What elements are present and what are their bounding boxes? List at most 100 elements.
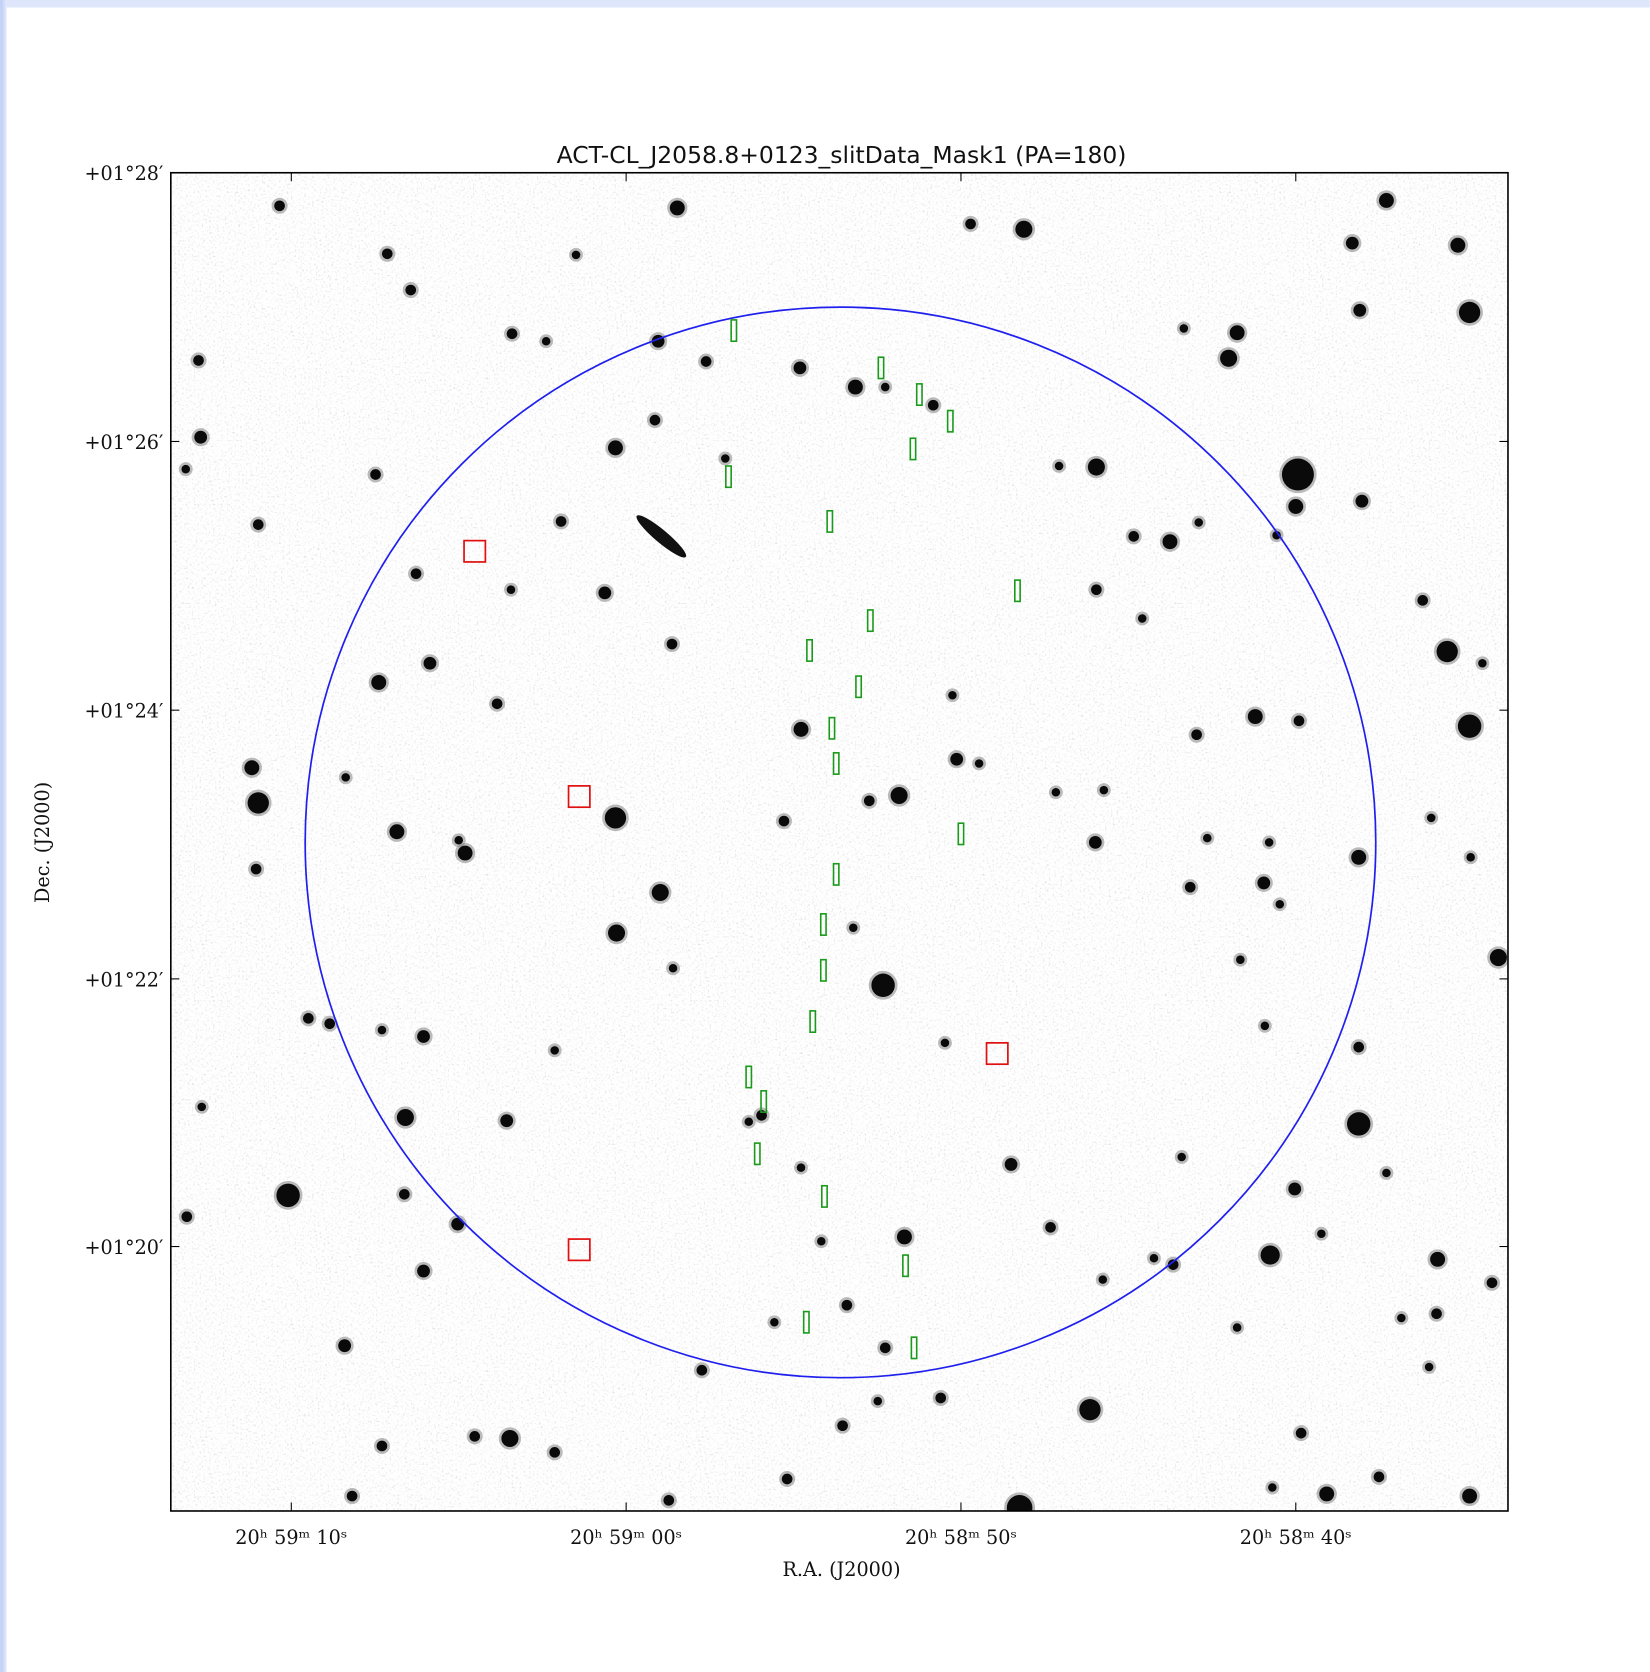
- star: [1191, 729, 1202, 741]
- star: [1319, 1486, 1335, 1502]
- star: [1260, 1021, 1270, 1031]
- star: [1295, 1427, 1307, 1439]
- star: [1162, 534, 1178, 550]
- x-axis-label: R.A. (J2000): [782, 1558, 900, 1581]
- star: [193, 355, 204, 366]
- slit: [1014, 579, 1021, 603]
- star: [880, 382, 890, 392]
- star: [549, 1447, 561, 1458]
- star: [370, 469, 381, 480]
- star: [376, 1440, 388, 1452]
- slit: [828, 716, 836, 740]
- star: [879, 1342, 891, 1354]
- galaxy: [636, 515, 687, 558]
- alignment-box: [463, 539, 487, 563]
- slits: [725, 319, 1021, 1360]
- star: [1203, 833, 1212, 843]
- star: [848, 923, 858, 932]
- star: [194, 430, 208, 444]
- star: [1397, 1313, 1406, 1323]
- star: [721, 454, 730, 463]
- star: [469, 1431, 481, 1442]
- star: [377, 1025, 387, 1035]
- star: [1004, 1158, 1018, 1171]
- star: [506, 585, 516, 594]
- x-tick-label: 20ʰ 59ᵐ 10ˢ: [235, 1526, 347, 1549]
- plot-frame: [170, 171, 1509, 1512]
- star: [1478, 658, 1487, 668]
- star: [935, 1392, 947, 1404]
- star: [381, 248, 393, 260]
- star: [274, 200, 285, 212]
- window-top-edge: [0, 0, 1650, 8]
- star: [303, 1013, 314, 1024]
- star: [837, 1420, 848, 1432]
- star: [1345, 236, 1359, 250]
- star: [1184, 881, 1196, 893]
- tick-marks: [170, 172, 1508, 1511]
- slit: [760, 1090, 768, 1113]
- star: [608, 924, 626, 942]
- alignment-box: [567, 785, 591, 809]
- star: [1247, 709, 1263, 725]
- star: [1006, 1494, 1033, 1511]
- star: [1288, 499, 1304, 514]
- star: [500, 1114, 514, 1128]
- star: [1229, 325, 1245, 341]
- star: [1462, 1488, 1478, 1504]
- star: [1179, 324, 1189, 333]
- star: [1167, 1259, 1179, 1270]
- star: [1194, 518, 1204, 527]
- star: [501, 1429, 519, 1448]
- star: [1346, 1112, 1371, 1136]
- slit: [806, 638, 814, 662]
- alignment-box: [567, 1238, 591, 1262]
- star: [770, 1317, 779, 1327]
- star: [1257, 876, 1271, 890]
- star: [793, 721, 809, 737]
- star: [1268, 1483, 1277, 1492]
- star: [1489, 949, 1507, 967]
- y-tick-label: +01°26′: [84, 431, 163, 454]
- star: [423, 656, 437, 670]
- star: [1450, 237, 1466, 253]
- star: [1045, 1222, 1056, 1233]
- slit: [809, 1010, 817, 1034]
- slit: [909, 437, 917, 461]
- star: [1417, 595, 1429, 606]
- star: [896, 1229, 912, 1245]
- star: [541, 336, 551, 346]
- star: [1087, 458, 1105, 476]
- star: [417, 1030, 430, 1043]
- star: [1424, 1362, 1434, 1372]
- star: [1137, 614, 1147, 623]
- star: [1353, 303, 1367, 317]
- star: [796, 1163, 806, 1172]
- star: [417, 1264, 430, 1278]
- alignment-box: [985, 1042, 1009, 1066]
- sky-background: [170, 172, 1508, 1511]
- star: [1436, 640, 1458, 663]
- star: [948, 690, 957, 700]
- star: [1353, 1041, 1365, 1053]
- slit: [877, 356, 885, 380]
- star: [181, 464, 191, 474]
- star: [346, 1490, 358, 1502]
- star: [700, 356, 712, 367]
- slit: [910, 1336, 918, 1360]
- star: [1054, 461, 1064, 471]
- star: [1177, 1152, 1186, 1162]
- star: [873, 1396, 883, 1406]
- star: [1260, 1245, 1280, 1265]
- star: [571, 250, 581, 260]
- x-tick-label: 20ʰ 59ᵐ 00ˢ: [570, 1526, 682, 1549]
- star: [1373, 1471, 1385, 1483]
- star: [1317, 1229, 1326, 1239]
- star: [1430, 1251, 1446, 1267]
- star: [1355, 494, 1369, 508]
- star: [663, 1494, 675, 1506]
- star: [1431, 1308, 1442, 1320]
- star: [744, 1117, 754, 1127]
- star: [396, 1108, 414, 1127]
